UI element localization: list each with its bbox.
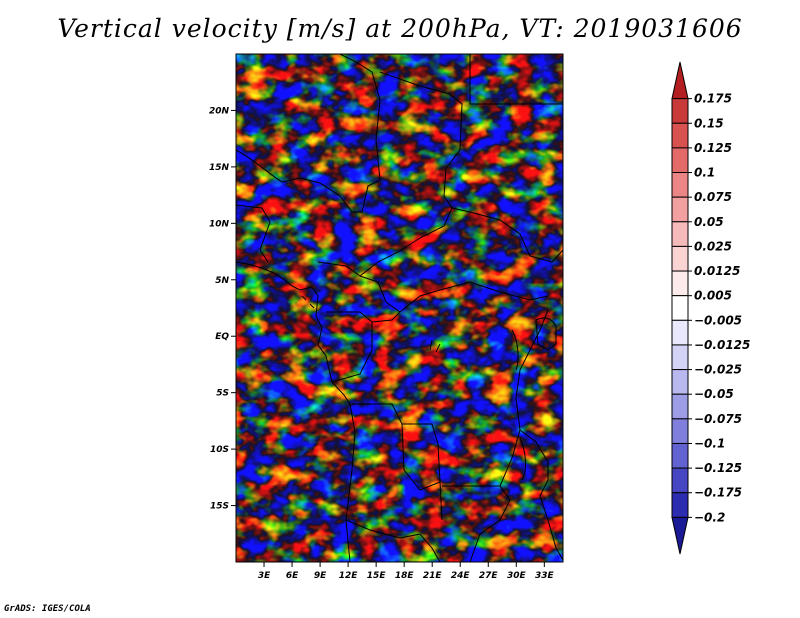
colorbar-swatch [671,122,689,149]
colorbar-swatch [671,344,689,371]
colorbar-label: −0.075 [694,412,742,426]
colorbar-swatch [671,98,689,124]
colorbar-swatch [671,245,689,272]
x-tick-label: 33E [535,571,555,581]
y-tick-label: 15S [210,502,229,512]
x-tick-label: 9E [314,571,327,581]
chart-title: Vertical velocity [m/s] at 200hPa, VT: 2… [57,14,743,43]
x-axis: 3E 6E 9E 12E 15E 18E 21E 24E 27E 30E 33E [258,562,555,581]
colorbar-label: 0.125 [694,141,732,155]
y-tick-label: 20N [209,106,230,116]
country-borders [235,53,564,563]
colorbar-swatch [671,196,689,223]
y-tick-label: 10N [209,219,230,229]
colorbar-swatch [671,467,689,494]
colorbar-swatch [671,492,689,518]
x-tick-label: 3E [258,571,271,581]
x-tick-label: 21E [423,571,443,581]
colorbar-swatch [671,147,689,174]
colorbar-label: 0.075 [694,190,732,204]
colorbar-label: −0.05 [694,387,734,401]
colorbar-swatch [671,442,689,469]
colorbar-label: 0.05 [694,215,724,229]
map-panel [235,53,564,563]
colorbar-swatch [671,172,689,198]
colorbar-label: 0.005 [694,289,732,303]
y-axis: 20N 15N 10N 5N EQ 5S 10S 15S [209,106,236,512]
colorbar-swatch [671,221,689,247]
colorbar-label: −0.1 [694,436,725,450]
y-tick-label: 10S [210,445,229,455]
colorbar-swatch [671,270,689,297]
colorbar-swatch [671,369,689,395]
plot-frame [235,53,564,563]
y-tick-label: 5S [216,389,229,399]
colorbar-label: −0.025 [694,363,742,377]
colorbar-label: 0.025 [694,239,732,253]
colorbar-swatch [671,295,689,321]
colorbar-label: 0.1 [694,166,715,180]
colorbar-swatch [671,418,689,444]
colorbar-swatch [671,319,689,346]
colorbar-label: 0.0125 [694,264,740,278]
colorbar-label: −0.175 [694,486,742,500]
y-tick-label: EQ [215,332,229,342]
colorbar-label: 0.175 [694,92,732,106]
colorbar-cap-bottom [671,516,689,555]
x-tick-label: 18E [395,571,415,581]
x-tick-label: 30E [507,571,527,581]
colorbar-label: −0.0125 [694,338,750,352]
colorbar: 0.175 0.15 0.125 0.1 0.075 0.05 0.025 0.0125 0.0… [671,61,750,555]
grads-credit: GrADS: IGES/COLA [4,604,91,614]
colorbar-swatch [671,393,689,420]
x-tick-label: 6E [286,571,299,581]
colorbar-label: −0.005 [694,313,742,327]
colorbar-label: −0.2 [694,510,725,524]
x-tick-label: 15E [367,571,387,581]
colorbar-label: −0.125 [694,461,742,475]
colorbar-label: 0.15 [694,116,724,130]
x-tick-label: 24E [451,571,471,581]
x-tick-label: 27E [479,571,499,581]
y-tick-label: 15N [209,163,230,173]
y-tick-label: 5N [215,276,229,286]
x-tick-label: 12E [339,571,359,581]
vertical-velocity-field [236,54,563,562]
colorbar-cap-top [671,61,689,100]
